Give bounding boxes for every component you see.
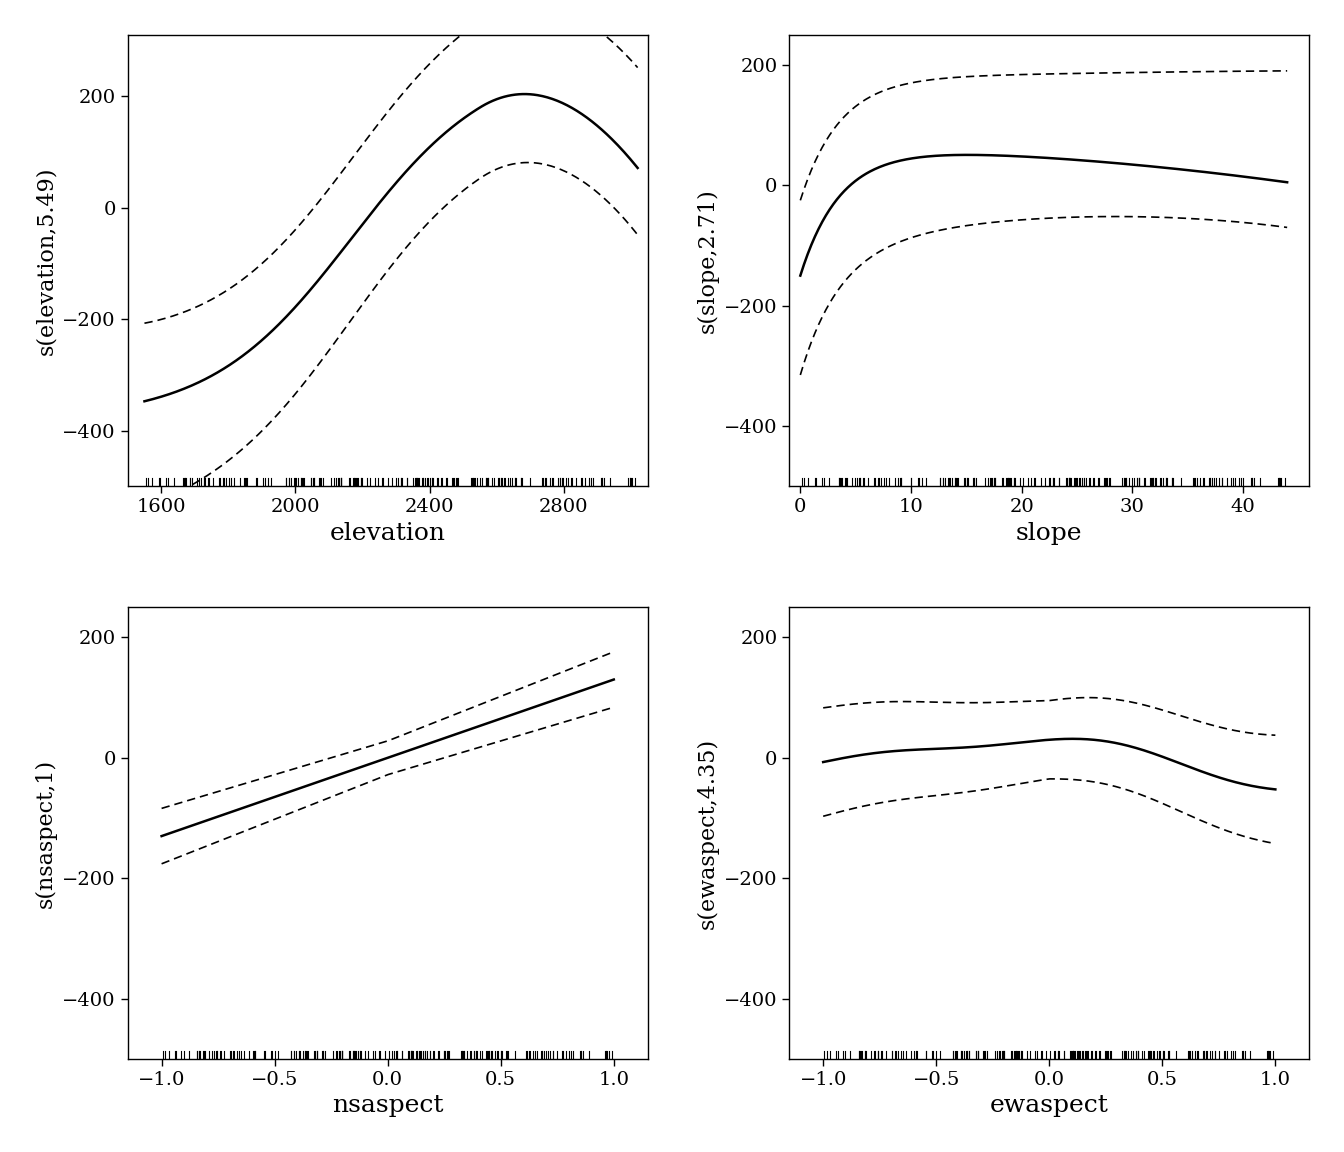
- Y-axis label: s(nsaspect,1): s(nsaspect,1): [35, 758, 56, 908]
- X-axis label: elevation: elevation: [329, 522, 446, 545]
- Y-axis label: s(elevation,5.49): s(elevation,5.49): [35, 166, 56, 355]
- X-axis label: nsaspect: nsaspect: [332, 1094, 444, 1117]
- Y-axis label: s(slope,2.71): s(slope,2.71): [696, 188, 719, 333]
- X-axis label: slope: slope: [1016, 522, 1082, 545]
- Y-axis label: s(ewaspect,4.35): s(ewaspect,4.35): [696, 737, 719, 929]
- X-axis label: ewaspect: ewaspect: [989, 1094, 1109, 1117]
